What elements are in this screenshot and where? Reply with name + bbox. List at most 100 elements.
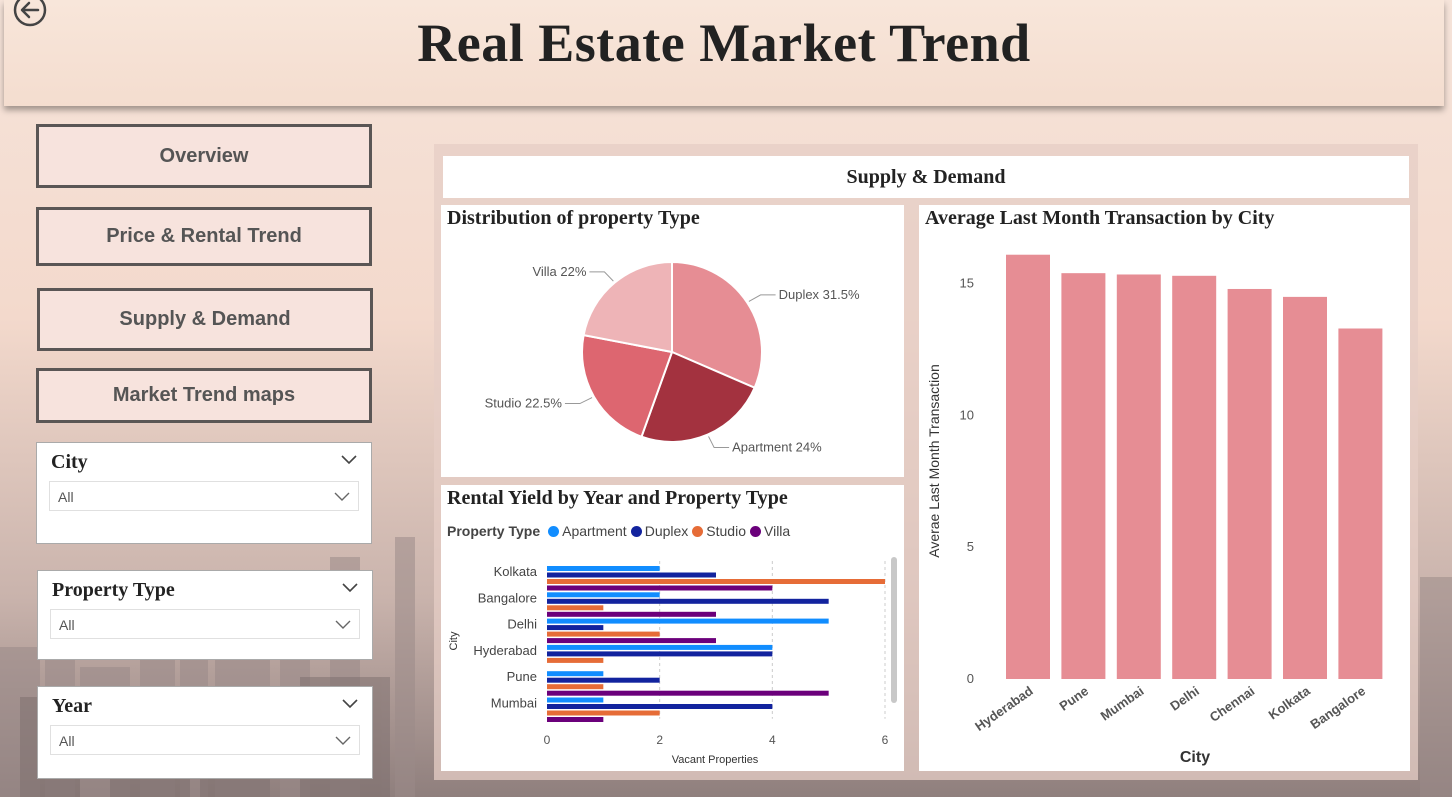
year-dropdown[interactable]: All [50,725,360,755]
legend-item-apartment[interactable]: Apartment [548,523,627,539]
bar-duplex [547,598,829,604]
chevron-down-icon [334,492,350,501]
bar-villa [547,690,829,696]
transaction-chart-title: Average Last Month Transaction by City [925,207,1275,229]
legend-label: Apartment [562,523,627,539]
overview-button[interactable]: Overview [36,124,372,188]
chevron-down-icon [335,736,351,745]
transaction-bar-chart: 0 5 10 15 Hyderabad Pune Mumbai Delhi Chennai Kol… [926,254,1383,766]
rental-yield-chart-card: Rental Yield by Year and Property Type P… [441,485,904,771]
x-tick-label: Chennai [1207,683,1258,725]
x-tick-label: Hyderabad [972,683,1036,734]
bar-apartment [547,644,773,650]
bar-studio [547,579,885,584]
legend-label: Villa [764,523,791,539]
bar-hyderabad [1006,254,1050,679]
price-rental-trend-button[interactable]: Price & Rental Trend [36,207,372,266]
pie-leader-line [589,271,614,282]
header-bar: Real Estate Market Trend [4,0,1444,106]
bar-delhi [1172,275,1217,679]
legend-title: Property Type [447,523,541,539]
legend-dot [630,525,642,537]
pie-slice-villa [582,260,673,354]
rental-yield-bar-chart: 0 2 4 6 Kolkata Bangalore Delhi Hyderabad Pune Mu… [448,561,889,766]
year-slicer-title: Year [52,695,92,717]
property-type-dropdown[interactable]: All [50,609,360,639]
bar-studio [547,605,604,611]
year-slicer: Year All [37,686,373,779]
bar-duplex [547,651,773,657]
x-tick-label: Mumbai [1098,683,1147,723]
bar-apartment [547,671,604,677]
pie-chart-card: Distribution of property Type Duplex 31.… [441,205,904,477]
legend-item-studio[interactable]: Studio [692,523,746,539]
bar-apartment [547,697,604,703]
bar-villa [547,717,604,722]
legend-dot [750,525,761,537]
chevron-down-icon [335,620,351,629]
bar-bangalore [1338,328,1383,679]
pie-slice-studio [581,333,674,438]
y-tick-label: Kolkata [494,564,538,579]
legend-label: Duplex [644,523,689,539]
pie-data-label: Villa 22% [532,264,586,279]
bar-pune [1061,273,1106,679]
bar-duplex [547,677,660,683]
legend-item-villa[interactable]: Villa [750,523,790,539]
x-tick-label: 2 [656,733,663,747]
property-type-slicer: Property Type All [37,570,373,660]
legend-item-duplex[interactable]: Duplex [630,523,689,539]
y-tick-label: Mumbai [491,696,537,711]
x-axis-label: Vacant Properties [672,754,759,766]
bar-studio [547,710,660,716]
y-axis-label: Averae Last Month Transaction [926,364,942,558]
bar-apartment [547,566,660,571]
city-dropdown[interactable]: All [49,481,359,511]
back-arrow-icon[interactable] [12,0,48,28]
x-tick-label: 4 [769,733,776,747]
pie-data-label: Duplex 31.5% [779,287,860,302]
pie-leader-line [564,397,593,405]
chart-legend: Property Type Apartment Duplex Studio Vi… [447,523,794,539]
pie-slice-duplex [671,260,763,390]
y-tick-label: Delhi [507,617,537,632]
y-tick-label: Bangalore [478,590,537,605]
bar-studio [547,631,660,637]
pie-slice-apartment [640,350,756,443]
city-slicer-title: City [51,451,88,473]
chevron-down-icon[interactable] [341,455,357,465]
legend-label: Studio [706,523,746,539]
bar-villa [547,585,773,591]
pie-chart: Duplex 31.5% Apartment 24% Studio 22.5% Vil… [485,260,860,454]
y-axis-label: City [448,631,460,650]
pie-leader-line [708,436,730,448]
x-tick-label: Kolkata [1266,683,1314,723]
legend-dot [692,525,704,537]
pie-chart-title: Distribution of property Type [447,207,700,229]
bar-duplex [547,572,716,578]
y-tick-label: Pune [507,669,537,684]
rental-yield-chart-title: Rental Yield by Year and Property Type [447,487,788,509]
chevron-down-icon[interactable] [342,699,358,709]
city-slicer: City All [36,442,372,544]
bar-duplex [547,625,604,631]
city-dropdown-value: All [58,489,74,505]
chevron-down-icon[interactable] [342,583,358,593]
bar-duplex [547,704,773,709]
supply-demand-button[interactable]: Supply & Demand [37,288,373,351]
property-type-slicer-title: Property Type [52,579,175,601]
property-type-dropdown-value: All [59,617,75,633]
bar-apartment [547,592,660,598]
pie-leader-line [748,294,776,302]
vertical-scrollbar[interactable] [891,557,897,703]
bar-studio [547,684,604,690]
x-tick-label: Delhi [1167,683,1202,714]
bar-mumbai [1116,274,1161,679]
y-tick-label: 15 [960,276,974,291]
x-tick-label: 6 [882,733,889,747]
year-dropdown-value: All [59,733,75,749]
section-title: Supply & Demand [443,156,1409,198]
market-trend-maps-button[interactable]: Market Trend maps [36,368,372,423]
y-tick-label: 10 [960,407,974,422]
x-axis-label: City [1180,749,1210,766]
